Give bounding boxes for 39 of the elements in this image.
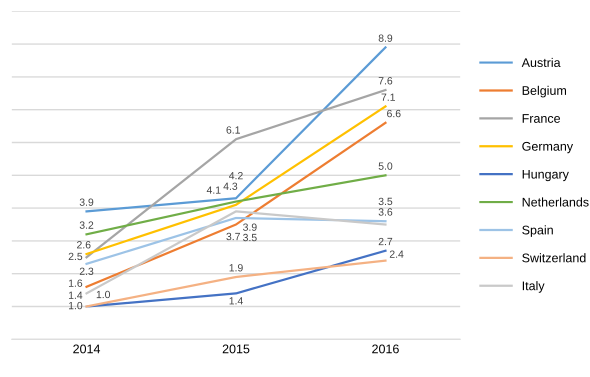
data-label: 3.2 [80, 221, 94, 229]
data-label: 7.1 [382, 94, 395, 101]
data-label: 4.2 [229, 172, 243, 180]
legend-label: Belgium [522, 86, 566, 98]
legend-label: Italy [522, 281, 545, 293]
data-label: 1.6 [68, 279, 82, 287]
legend-label: Germany [522, 142, 574, 154]
data-label: 4.3 [223, 182, 238, 190]
data-label: 3.5 [243, 234, 257, 242]
legend-label: Hungary [522, 170, 569, 182]
legend-label: Switzerland [522, 253, 586, 262]
data-label: 4.1 [206, 186, 221, 194]
data-label: 1.4 [230, 297, 243, 304]
legend-label: Netherlands [522, 197, 589, 207]
data-label: 1.9 [230, 264, 243, 272]
data-label: 3.6 [378, 208, 392, 216]
data-label: 6.1 [226, 126, 240, 134]
data-label: 8.9 [378, 34, 392, 42]
data-label: 2.3 [80, 268, 94, 275]
data-label: 2.5 [68, 252, 82, 260]
legend-label: France [522, 114, 560, 123]
data-label: 2.7 [378, 238, 392, 246]
x-tick-label: 2016 [372, 344, 399, 354]
data-label: 3.9 [243, 223, 257, 231]
data-label: 2.6 [77, 241, 91, 248]
legend-label: Spain [522, 225, 553, 237]
data-label: 7.6 [378, 77, 392, 84]
data-label: 3.9 [80, 198, 94, 206]
data-label: 1.0 [68, 302, 82, 310]
data-label: 3.7 [226, 232, 240, 240]
data-label: 5.0 [378, 162, 392, 170]
data-label: 1.4 [68, 292, 82, 299]
data-label: 3.5 [378, 198, 392, 206]
x-tick-label: 2014 [73, 344, 100, 354]
data-label: 2.4 [390, 250, 404, 258]
legend-label: Austria [522, 58, 561, 68]
data-label: 6.6 [387, 110, 401, 118]
data-label: 1.0 [96, 290, 110, 298]
x-tick-label: 2015 [222, 344, 250, 354]
